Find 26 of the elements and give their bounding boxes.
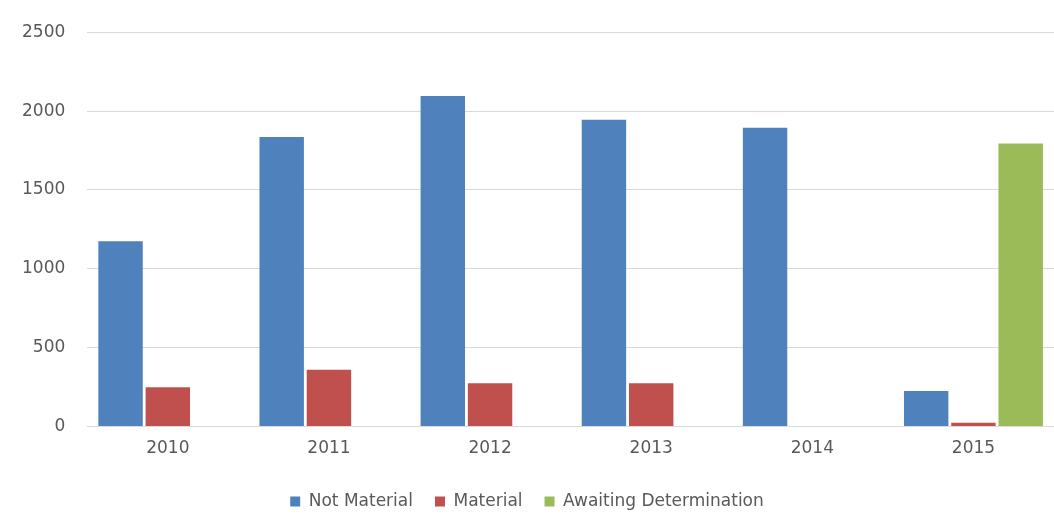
x-tick-label: 2011 xyxy=(307,437,351,458)
bar xyxy=(259,137,304,427)
x-tick-label: 2010 xyxy=(146,437,190,458)
y-tick-label: 1500 xyxy=(22,178,66,199)
x-tick-label: 2012 xyxy=(468,437,512,458)
y-tick-label: 2000 xyxy=(22,99,66,120)
bar xyxy=(998,143,1043,427)
bar xyxy=(903,391,949,427)
y-tick-label: 2500 xyxy=(22,20,66,41)
bar xyxy=(98,241,143,427)
y-tick-label: 1000 xyxy=(22,257,66,278)
bar xyxy=(628,383,674,427)
y-tick-label: 0 xyxy=(54,415,66,436)
bar xyxy=(581,119,627,427)
bar xyxy=(145,387,191,427)
legend-label: Not Material xyxy=(308,489,413,510)
legend-label: Awaiting Determination xyxy=(563,489,764,510)
y-tick-label: 500 xyxy=(32,336,66,357)
legend-label: Material xyxy=(453,489,523,510)
bar xyxy=(306,369,352,427)
x-tick-label: 2015 xyxy=(951,437,996,458)
bar xyxy=(467,383,513,427)
x-tick-label: 2014 xyxy=(790,437,834,458)
x-tick-label: 2013 xyxy=(629,437,673,458)
bar xyxy=(420,96,466,427)
bar xyxy=(742,127,788,427)
